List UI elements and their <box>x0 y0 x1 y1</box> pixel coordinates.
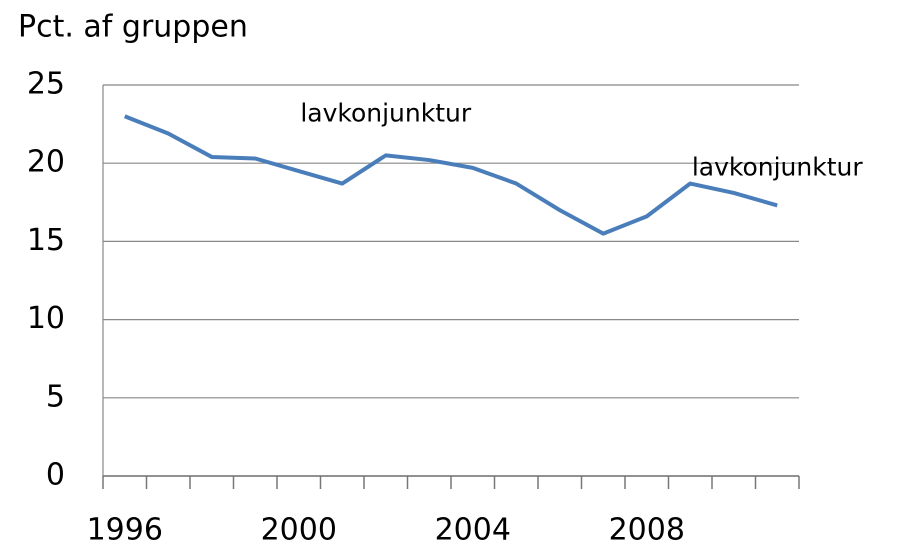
y-tick-label: 15 <box>27 223 65 258</box>
annotation: lavkonjunktur <box>692 152 864 181</box>
y-axis-label: Pct. af gruppen <box>18 10 248 45</box>
x-tick-label: 2008 <box>609 513 685 544</box>
x-tick-label: 2004 <box>435 513 511 544</box>
y-tick-label: 25 <box>27 67 65 102</box>
data-line <box>124 114 778 236</box>
y-tick-label: 0 <box>46 458 65 493</box>
x-tick-label: 2000 <box>261 513 337 544</box>
y-tick-label: 10 <box>27 301 65 336</box>
y-tick-label: 20 <box>27 145 65 180</box>
annotation: lavkonjunktur <box>300 98 472 127</box>
y-tick-label: 5 <box>46 379 65 414</box>
x-tick-label: 1996 <box>87 513 163 544</box>
